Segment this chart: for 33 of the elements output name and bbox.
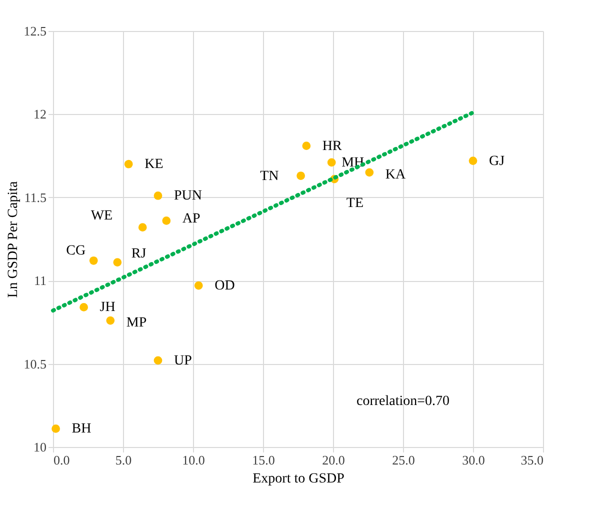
data-label: RJ — [131, 246, 147, 262]
y-tick-label: 12.5 — [24, 24, 46, 38]
x-tick-label: 15.0 — [252, 452, 275, 468]
x-tick-label: 35.0 — [520, 452, 544, 468]
x-tick-label: 10.0 — [182, 452, 205, 468]
y-tick-label: 12 — [34, 106, 46, 122]
y-tick-label: 10 — [34, 440, 46, 454]
data-label: PUN — [174, 188, 202, 204]
x-tick-label: 20.0 — [322, 452, 345, 468]
x-tick-label: 25.0 — [392, 452, 415, 468]
data-label: CG — [66, 244, 86, 259]
x-tick-label: 0.0 — [54, 452, 70, 468]
data-label: HR — [322, 138, 343, 154]
x-axis-title: Export to GSDP — [252, 472, 345, 486]
data-label: GJ — [489, 154, 506, 169]
data-label: TN — [260, 168, 279, 184]
data-label: OD — [214, 278, 235, 294]
data-label: JH — [100, 300, 116, 316]
data-label: UP — [174, 353, 192, 368]
data-label: TE — [346, 196, 364, 212]
data-label: WE — [90, 208, 113, 224]
x-tick-label: 5.0 — [115, 452, 132, 468]
x-tick-label: 30.0 — [462, 452, 485, 468]
y-tick-label: 11 — [34, 273, 46, 288]
data-label: KA — [385, 167, 407, 182]
y-tick-label: 10.5 — [24, 356, 46, 372]
data-label: BH — [72, 422, 92, 437]
annotation: correlation=0.70 — [356, 394, 450, 409]
y-tick-label: 11.5 — [24, 190, 46, 205]
data-label: KE — [144, 157, 164, 172]
data-label: MP — [126, 316, 147, 331]
data-label: AP — [182, 212, 201, 227]
y-axis-title: Ln GSDP Per Capita — [6, 180, 21, 298]
